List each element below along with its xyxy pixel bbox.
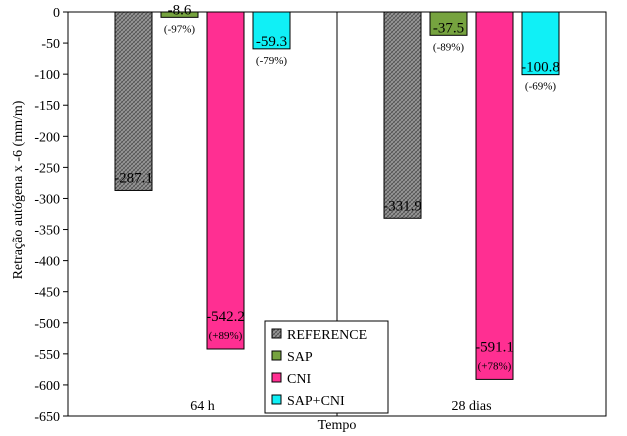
bar-sap-1: [429, 11, 468, 36]
bar-cni-1: [475, 11, 514, 380]
data-label: -37.5: [433, 20, 464, 36]
data-label: -287.1: [114, 170, 153, 186]
data-labels-group: -287.1 -8.6 (-97%) -542.2 (+89%) -59.3 (-79%) -…: [114, 2, 560, 372]
x-axis-title: Tempo: [318, 418, 357, 433]
y-tick-label: -500: [34, 317, 60, 332]
percent-label: (+78%): [478, 360, 512, 372]
legend-box: [264, 320, 389, 414]
bar-sap-cni-0: [252, 11, 291, 50]
legend-swatch: [271, 372, 282, 383]
data-label: -542.2: [206, 309, 245, 325]
y-tick-label: -300: [34, 192, 60, 207]
y-tick-label: -650: [34, 410, 60, 425]
y-tick-label: -200: [34, 130, 60, 145]
legend-swatch: [271, 350, 282, 361]
percent-label: (-79%): [256, 55, 287, 67]
data-label: -8.6: [168, 2, 192, 18]
category-labels-group: 64 h 28 dias: [190, 399, 491, 414]
legend-label: REFERENCE: [287, 328, 367, 343]
bar-sap-cni-1: [521, 11, 560, 76]
y-tick-label: -100: [34, 68, 60, 83]
percent-label: (+89%): [209, 330, 243, 342]
y-tick-label: -450: [34, 286, 60, 301]
y-tick-label: -400: [34, 255, 60, 270]
y-tick-label: -600: [34, 379, 60, 394]
percent-label: (-97%): [164, 23, 195, 35]
bars-group: [114, 11, 560, 380]
data-label: -331.9: [383, 198, 422, 214]
data-label: -100.8: [521, 60, 560, 76]
y-tick-label: -550: [34, 348, 60, 363]
y-axis: 0 -50 -100 -150 -200 -250 -300 -350 -400 -450 -500…: [34, 6, 338, 425]
y-tick-label: -50: [41, 37, 60, 52]
legend-label: SAP+CNI: [287, 394, 345, 409]
bar-sap-0: [160, 11, 199, 18]
y-tick-label: -350: [34, 224, 60, 239]
percent-label: (-89%): [433, 41, 464, 53]
category-label: 28 dias: [451, 399, 491, 414]
bar-reference-1: [383, 11, 422, 219]
y-axis-title: Retração autógena x -6 (mm/m): [11, 100, 26, 279]
y-tick-label: 0: [53, 6, 60, 21]
bar-cni-0: [206, 11, 245, 350]
legend-label: SAP: [287, 350, 313, 365]
bar-reference-0: [114, 11, 153, 191]
y-tick-label: -250: [34, 161, 60, 176]
legend: REFERENCE SAP CNI SAP+CNI: [264, 320, 389, 414]
data-label: -591.1: [475, 339, 514, 355]
legend-swatch: [271, 394, 282, 405]
legend-label: CNI: [287, 372, 311, 387]
percent-label: (-69%): [525, 81, 556, 93]
category-label: 64 h: [190, 399, 215, 414]
legend-swatch: [271, 328, 282, 339]
y-tick-label: -150: [34, 99, 60, 114]
data-label: -59.3: [256, 34, 287, 50]
